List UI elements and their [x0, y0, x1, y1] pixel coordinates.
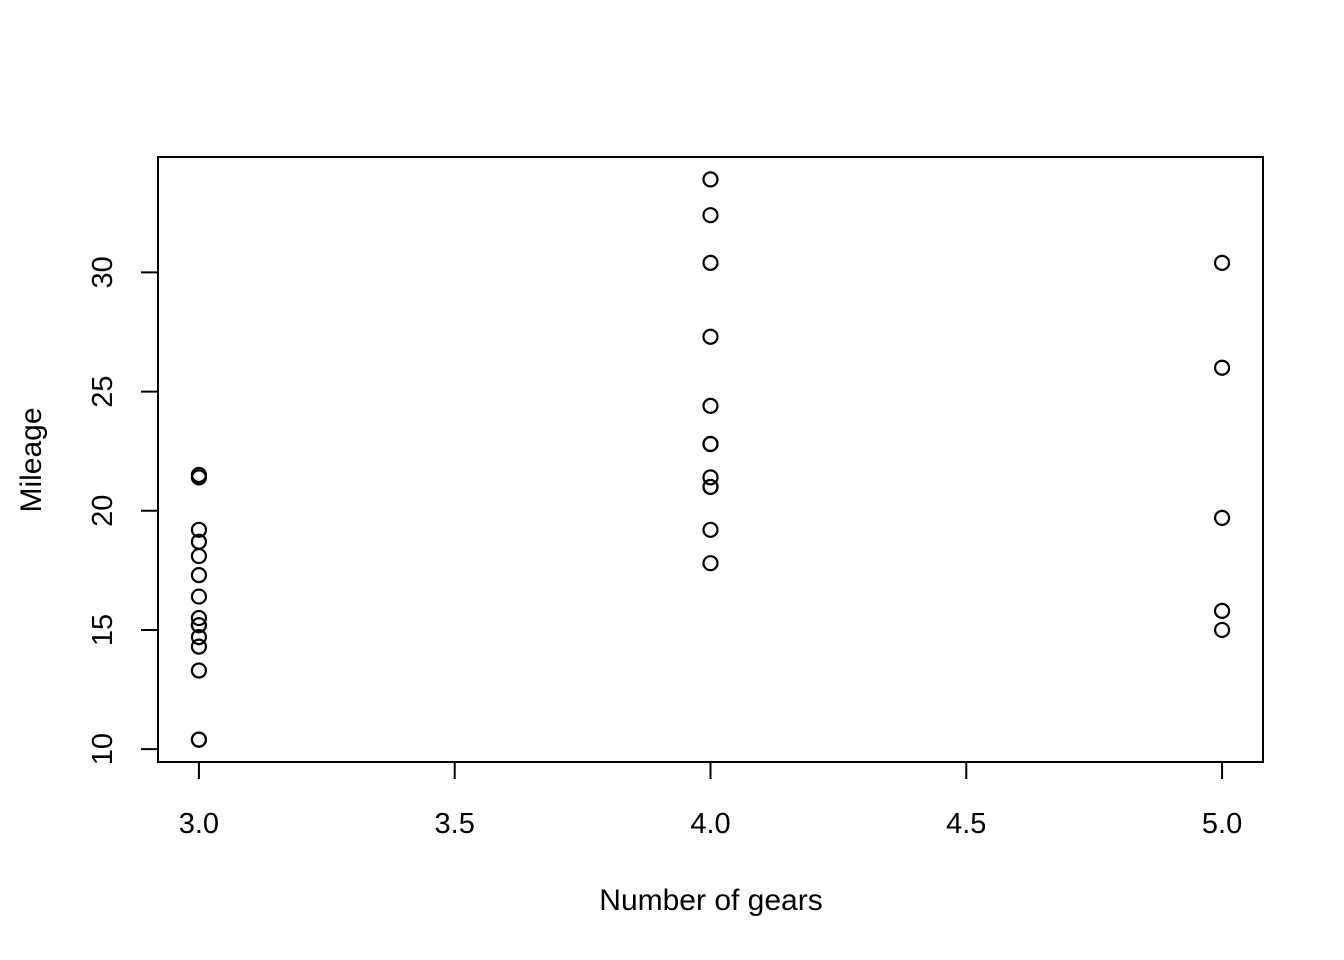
data-point: [702, 478, 719, 496]
data-point: [702, 435, 719, 453]
x-tick-label: 5.0: [1202, 808, 1242, 840]
data-point: [1213, 602, 1231, 619]
data-point: [190, 521, 208, 538]
data-point: [190, 609, 208, 627]
data-point: [190, 567, 208, 584]
data-point: [190, 731, 208, 748]
y-axis: 10 15 20 25 30: [87, 256, 158, 765]
data-point: [702, 555, 719, 572]
data-point: [702, 171, 719, 188]
y-tick-label: 10: [87, 733, 119, 765]
x-tick-label: 3.5: [435, 808, 475, 840]
x-tick-label: 4.5: [946, 808, 986, 840]
plot-area-border: [157, 156, 1264, 763]
data-point: [702, 328, 719, 345]
data-point: [702, 207, 719, 224]
y-tick-label: 25: [87, 375, 119, 407]
x-axis: 3.0 3.5 4.0 4.5 5.0: [179, 762, 1242, 840]
y-tick-label: 15: [87, 614, 119, 646]
data-point: [190, 588, 208, 605]
x-tick-label: 4.0: [690, 808, 730, 840]
data-point: [190, 662, 208, 679]
data-point: [702, 397, 719, 414]
data-point: [1213, 359, 1231, 376]
data-point: [190, 617, 208, 634]
data-point: [702, 254, 719, 271]
y-tick-label: 20: [87, 495, 119, 527]
data-point: [1213, 509, 1231, 527]
y-axis-title: Mileage: [15, 407, 48, 512]
data-point: [190, 466, 208, 484]
data-point: [1213, 621, 1231, 639]
data-point: [190, 628, 208, 646]
data-point: [190, 547, 208, 565]
data-points: [190, 171, 1231, 748]
data-point: [702, 521, 719, 538]
x-axis-title: Number of gears: [599, 884, 822, 917]
data-point: [1213, 254, 1231, 271]
y-tick-label: 30: [87, 256, 119, 288]
data-point: [702, 469, 719, 486]
data-point: [190, 638, 208, 655]
x-tick-label: 3.0: [179, 808, 219, 840]
